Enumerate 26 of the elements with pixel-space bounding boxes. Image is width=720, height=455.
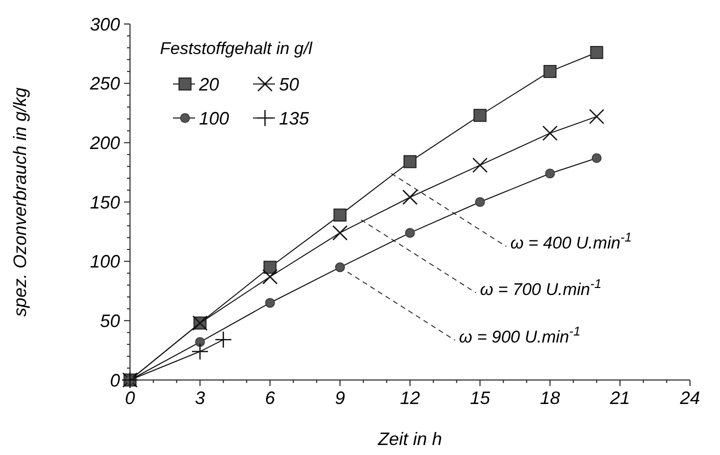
x-tick-label: 3 <box>194 388 206 408</box>
x-tick-label: 18 <box>540 388 560 408</box>
legend-label: 135 <box>279 108 310 128</box>
x-tick-label: 0 <box>124 388 136 408</box>
annotation: ω = 700 U.min$^{-1}$ <box>480 275 602 299</box>
y-tick-label: 300 <box>90 14 120 34</box>
x-tick-label: 24 <box>678 388 700 408</box>
annotation: ω = 400 U.min$^{-1}$ <box>510 229 632 253</box>
legend-title: Feststoffgehalt in g/l <box>160 39 314 58</box>
x-tick-label: 9 <box>334 388 346 408</box>
x-axis-title: Zeit in h <box>376 429 442 449</box>
y-tick-label: 50 <box>100 310 120 331</box>
legend-label: 50 <box>279 74 300 94</box>
y-tick-label: 0 <box>110 370 120 390</box>
y-tick-label: 200 <box>88 132 120 153</box>
legend-label: 100 <box>199 108 230 128</box>
x-tick-label: 21 <box>608 388 630 408</box>
y-tick-label: 250 <box>88 74 120 94</box>
x-tick-label: 15 <box>470 388 491 408</box>
y-tick-label: 150 <box>90 192 120 212</box>
x-tick-label: 12 <box>400 388 420 408</box>
legend-label: 20 <box>198 74 220 94</box>
x-tick-label: 6 <box>264 388 276 408</box>
y-axis-title: spez. Ozonverbrauch in g/kg <box>10 87 30 317</box>
y-tick-label: 100 <box>90 252 120 272</box>
annotation: ω = 900 U.min$^{-1}$ <box>459 322 580 346</box>
